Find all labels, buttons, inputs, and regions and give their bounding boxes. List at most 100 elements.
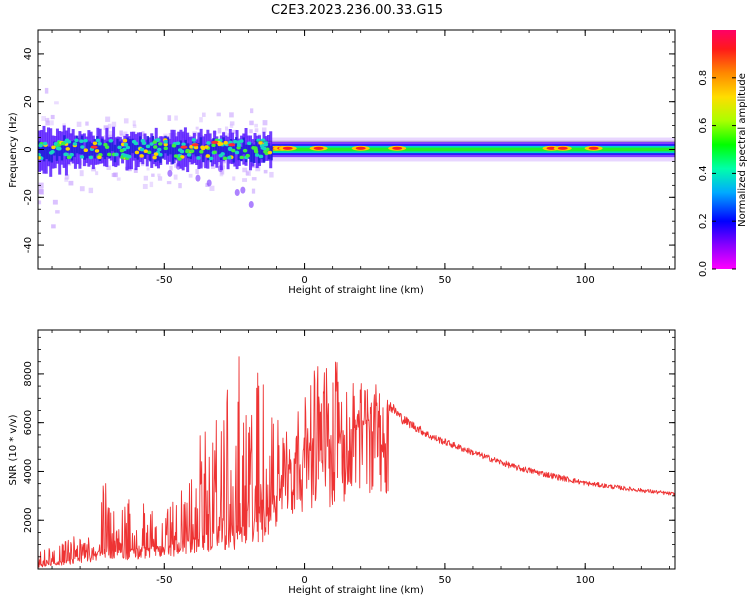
heatmap-cell <box>153 145 158 149</box>
colorbar-tick-label: 0.2 <box>698 213 709 229</box>
spectrogram-area <box>38 87 675 229</box>
heatmap-cell <box>62 123 66 127</box>
heatmap-cell <box>224 145 228 158</box>
snr-line <box>38 356 675 568</box>
heatmap-cell <box>255 139 258 150</box>
heatmap-cell <box>163 139 168 144</box>
heatmap-cell <box>222 156 228 161</box>
heatmap-cell <box>195 126 199 130</box>
heatmap-cell <box>200 146 206 151</box>
heatmap-cell <box>228 143 236 147</box>
heatmap-cell <box>55 210 60 214</box>
heatmap-cell <box>191 143 199 147</box>
heatmap-cell <box>123 118 129 124</box>
heatmap-cell <box>51 224 56 229</box>
heatmap-cell <box>207 147 210 161</box>
heatmap-cell <box>246 141 252 146</box>
heatmap-cell <box>158 142 163 146</box>
heatmap-cell <box>248 200 254 208</box>
heatmap-cell <box>282 146 293 150</box>
heatmap-cell <box>242 178 248 182</box>
heatmap-cell <box>83 160 89 167</box>
heatmap-cell <box>251 146 256 150</box>
heatmap-cell <box>171 145 175 164</box>
heatmap-cell <box>122 138 128 143</box>
heatmap-cell <box>91 167 97 172</box>
heatmap-cell <box>232 176 236 181</box>
spectrogram-x-tick-label: 0 <box>301 275 307 286</box>
heatmap-cell <box>193 145 199 150</box>
heatmap-cell <box>232 129 237 134</box>
heatmap-cell <box>257 144 261 164</box>
heatmap-cell <box>257 133 261 137</box>
heatmap-cell <box>181 142 186 147</box>
spectrogram-y-tick-label: 40 <box>23 48 34 61</box>
heatmap-cell <box>38 156 41 160</box>
heatmap-cell <box>50 120 54 126</box>
heatmap-cell <box>221 165 225 170</box>
heatmap-cell <box>149 142 154 146</box>
heatmap-cell <box>43 146 46 162</box>
heatmap-cell <box>132 124 137 128</box>
heatmap-cell <box>242 137 245 155</box>
heatmap-cell <box>196 156 201 160</box>
spectrogram-x-axis-label: Height of straight line (km) <box>288 285 424 296</box>
heatmap-cell <box>236 143 242 147</box>
spectrogram-x-tick-label: -50 <box>156 275 172 286</box>
heatmap-cell <box>68 180 74 186</box>
heatmap-cell <box>79 155 85 159</box>
heatmap-cell <box>199 137 203 155</box>
heatmap-cell <box>250 108 254 114</box>
heatmap-cell <box>46 117 50 123</box>
heatmap-cell <box>134 150 140 155</box>
heatmap-cell <box>38 143 43 148</box>
heatmap-cell <box>114 152 119 157</box>
heatmap-cell <box>111 141 114 152</box>
snr-y-axis-label: SNR (10 * v/v) <box>8 414 19 485</box>
heatmap-cell <box>153 152 159 156</box>
heatmap-cell <box>199 117 203 123</box>
heatmap-cell <box>557 146 568 150</box>
heatmap-cell <box>117 145 122 150</box>
heatmap-cell <box>216 112 221 117</box>
heatmap-cell <box>180 155 185 159</box>
heatmap-cell <box>214 138 218 151</box>
heatmap-cell <box>106 141 109 158</box>
heatmap-cell <box>79 186 85 192</box>
heatmap-cell <box>234 189 240 197</box>
heatmap-cell <box>171 143 177 148</box>
heatmap-cell <box>43 141 48 146</box>
heatmap-cell <box>236 140 241 145</box>
heatmap-cell <box>106 165 111 170</box>
heatmap-cell <box>189 145 194 149</box>
heatmap-cell <box>247 143 251 159</box>
snr-panel: -50 0 50 100 2000 4000 6000 8000 Height of stra… <box>8 329 676 596</box>
heatmap-cell <box>105 116 111 122</box>
snr-x-axis-label: Height of straight line (km) <box>288 585 424 596</box>
heatmap-cell <box>234 137 238 154</box>
heatmap-cell <box>263 149 268 154</box>
heatmap-cell <box>101 138 104 158</box>
heatmap-cell <box>60 141 66 146</box>
heatmap-cell <box>251 188 256 194</box>
heatmap-cell <box>211 143 216 148</box>
heatmap-cell <box>123 146 127 160</box>
heatmap-cell <box>119 133 124 137</box>
heatmap-cell <box>269 171 274 178</box>
heatmap-cell <box>132 120 136 126</box>
heatmap-cell <box>212 150 217 155</box>
heatmap-cell <box>240 146 243 162</box>
heatmap-cell <box>217 142 220 155</box>
heatmap-cell <box>176 144 180 154</box>
heatmap-cell <box>133 168 138 173</box>
heatmap-cell <box>227 155 232 160</box>
heatmap-cell <box>252 144 256 164</box>
heatmap-cell <box>166 181 172 185</box>
heatmap-cell <box>178 183 182 189</box>
heatmap-cell <box>44 87 49 94</box>
heatmap-cell <box>146 167 150 171</box>
heatmap-cell <box>174 144 177 159</box>
heatmap-cell <box>157 173 161 177</box>
heatmap-cell <box>232 146 235 163</box>
heatmap-cell <box>181 143 185 156</box>
